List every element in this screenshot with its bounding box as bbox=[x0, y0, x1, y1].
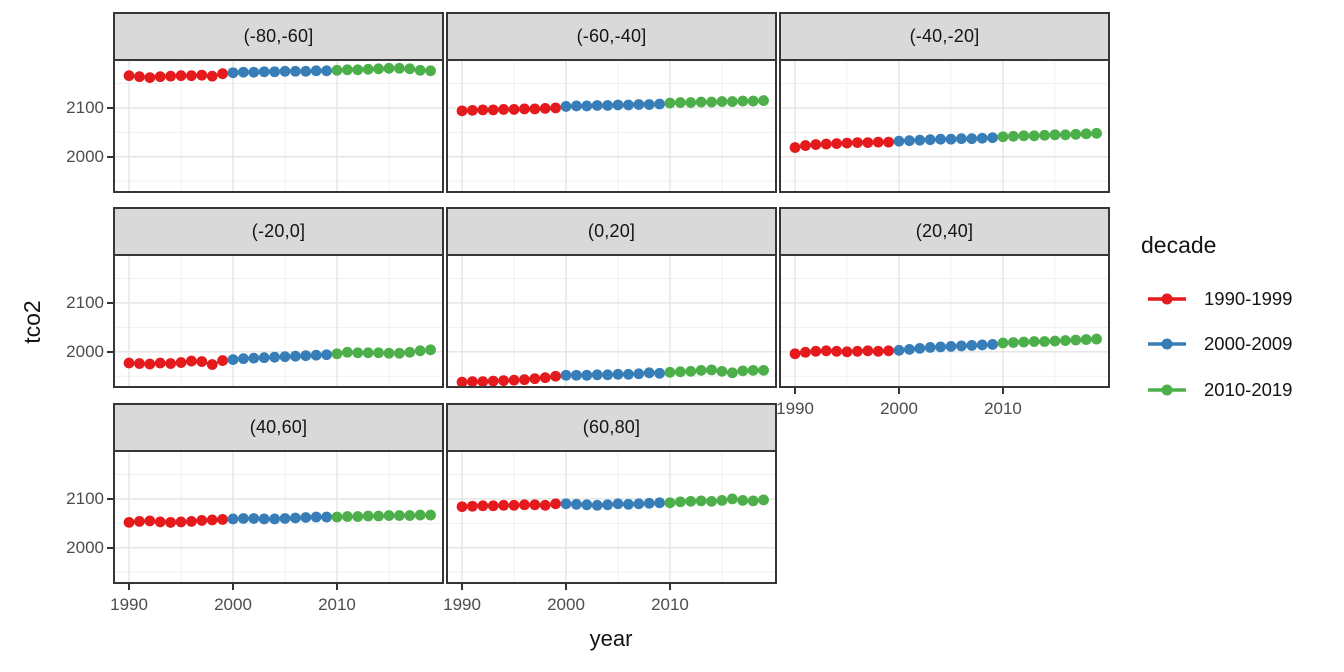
x-tick-mark bbox=[128, 584, 130, 590]
x-tick-label: 2000 bbox=[214, 595, 252, 614]
panel-plot bbox=[781, 61, 1108, 191]
panel-plot bbox=[781, 256, 1108, 386]
facet-strip-label: (20,40] bbox=[915, 221, 974, 241]
y-tick-label: 2000 bbox=[66, 146, 104, 166]
panel-plot bbox=[115, 452, 442, 582]
x-tick-label: 2000 bbox=[547, 595, 585, 614]
facet-strip-label: (0,20] bbox=[587, 221, 636, 241]
facet-strip-label: (-20,0] bbox=[251, 221, 306, 241]
legend-entry-label: 1990-1999 bbox=[1204, 288, 1293, 309]
facet-strip-label: (40,60] bbox=[249, 417, 308, 437]
panel-plot bbox=[448, 452, 775, 582]
x-tick-label: 2010 bbox=[984, 399, 1022, 418]
y-tick-label: 2100 bbox=[66, 488, 104, 508]
panel-plot bbox=[448, 61, 775, 191]
legend-key-icon bbox=[1148, 293, 1186, 305]
x-tick-label: 1990 bbox=[110, 595, 148, 614]
panel-plot bbox=[115, 61, 442, 191]
legend-key-icon bbox=[1148, 338, 1186, 350]
x-tick-mark bbox=[794, 388, 796, 394]
y-axis-title: tco2 bbox=[19, 300, 45, 344]
x-tick-mark bbox=[336, 584, 338, 590]
facet-panel: (-80,-60] bbox=[113, 12, 444, 193]
facet-strip-label: (-60,-40] bbox=[576, 26, 647, 46]
x-tick-mark bbox=[232, 584, 234, 590]
facet-panel: (20,40] bbox=[779, 207, 1110, 388]
y-tick-mark bbox=[107, 107, 113, 109]
facet-strip: (-60,-40] bbox=[448, 14, 775, 61]
legend-entry: 1990-1999 bbox=[1146, 288, 1326, 310]
y-tick-label: 2000 bbox=[66, 537, 104, 557]
x-tick-mark bbox=[1002, 388, 1004, 394]
legend-entry: 2010-2019 bbox=[1146, 379, 1326, 401]
x-tick-label: 2010 bbox=[318, 595, 356, 614]
legend-title: decade bbox=[1141, 232, 1217, 258]
x-tick-label: 1990 bbox=[443, 595, 481, 614]
facet-panel: (-20,0] bbox=[113, 207, 444, 388]
y-tick-label: 2100 bbox=[66, 97, 104, 117]
facet-strip-label: (-40,-20] bbox=[909, 26, 980, 46]
facet-panel: (40,60] bbox=[113, 403, 444, 584]
panel-plot bbox=[115, 256, 442, 386]
facet-strip-label: (60,80] bbox=[582, 417, 641, 437]
legend-entry-label: 2000-2009 bbox=[1204, 333, 1293, 354]
y-tick-mark bbox=[107, 351, 113, 353]
facet-strip-label: (-80,-60] bbox=[243, 26, 314, 46]
x-tick-mark bbox=[461, 584, 463, 590]
facet-strip: (40,60] bbox=[115, 405, 442, 452]
y-tick-mark bbox=[107, 156, 113, 158]
facet-panel: (60,80] bbox=[446, 403, 777, 584]
facet-panel: (-40,-20] bbox=[779, 12, 1110, 193]
facet-panel: (0,20] bbox=[446, 207, 777, 388]
facet-strip: (20,40] bbox=[781, 209, 1108, 256]
y-tick-mark bbox=[107, 547, 113, 549]
y-tick-label: 2100 bbox=[66, 292, 104, 312]
x-tick-label: 1990 bbox=[776, 399, 814, 418]
x-axis-title: year bbox=[589, 626, 633, 651]
legend-entry-label: 2010-2019 bbox=[1204, 379, 1293, 400]
legend-key-icon bbox=[1148, 384, 1186, 396]
y-tick-mark bbox=[107, 498, 113, 500]
facet-strip: (60,80] bbox=[448, 405, 775, 452]
facet-strip: (-40,-20] bbox=[781, 14, 1108, 61]
x-tick-label: 2000 bbox=[880, 399, 918, 418]
x-tick-mark bbox=[565, 584, 567, 590]
facet-strip: (0,20] bbox=[448, 209, 775, 256]
x-tick-mark bbox=[669, 584, 671, 590]
x-tick-mark bbox=[898, 388, 900, 394]
panel-plot bbox=[448, 256, 775, 386]
facet-panel: (-60,-40] bbox=[446, 12, 777, 193]
y-tick-mark bbox=[107, 302, 113, 304]
facet-strip: (-20,0] bbox=[115, 209, 442, 256]
legend-entry: 2000-2009 bbox=[1146, 333, 1326, 355]
x-tick-label: 2010 bbox=[651, 595, 689, 614]
y-tick-label: 2000 bbox=[66, 341, 104, 361]
facet-strip: (-80,-60] bbox=[115, 14, 442, 61]
